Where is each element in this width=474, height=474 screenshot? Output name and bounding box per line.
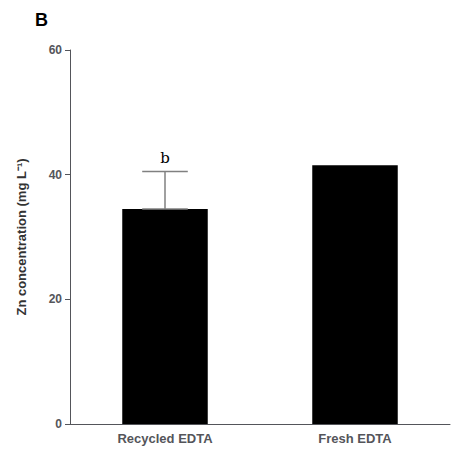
svg-text:Fresh EDTA: Fresh EDTA	[318, 431, 392, 446]
svg-text:Recycled EDTA: Recycled EDTA	[117, 431, 213, 446]
svg-text:B: B	[35, 10, 48, 30]
svg-text:b: b	[160, 149, 170, 167]
svg-text:0: 0	[55, 417, 62, 431]
svg-text:60: 60	[49, 43, 63, 57]
svg-text:40: 40	[49, 168, 63, 182]
svg-text:Zn concentration (mg L⁻¹): Zn concentration (mg L⁻¹)	[14, 158, 29, 315]
svg-text:20: 20	[49, 292, 63, 306]
